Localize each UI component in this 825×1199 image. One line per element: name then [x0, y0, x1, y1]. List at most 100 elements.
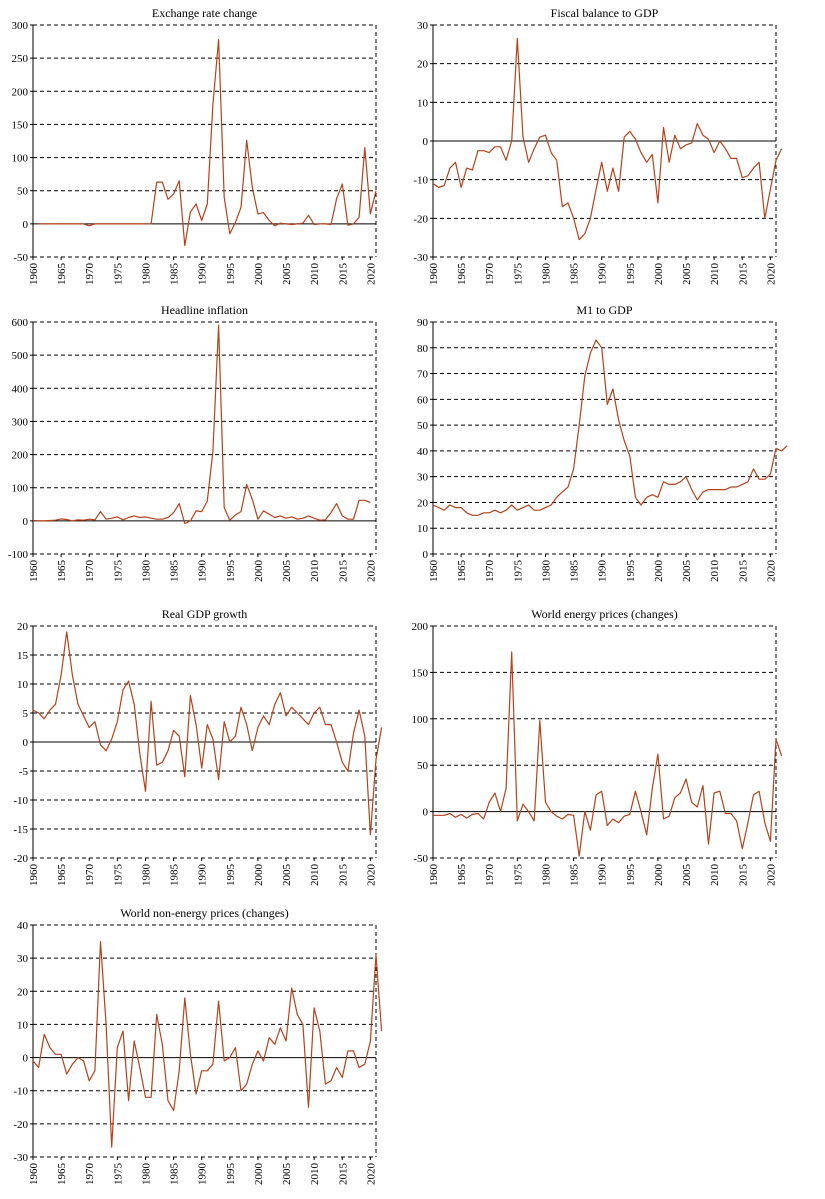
series-line — [38, 38, 377, 247]
y-tick-label: -50 — [13, 252, 28, 264]
x-tick-label: 1995 — [225, 1163, 237, 1186]
series-line — [32, 631, 383, 836]
y-tick-label: 250 — [12, 53, 29, 65]
x-tick-label: 1985 — [169, 864, 181, 887]
x-tick-label: 1975 — [512, 263, 524, 286]
y-tick-label: 10 — [17, 1019, 29, 1031]
x-tick-label: 2005 — [281, 1163, 293, 1186]
x-tick-label: 1970 — [484, 560, 496, 583]
y-tick-label: 0 — [23, 737, 29, 749]
x-tick-label: 1975 — [112, 864, 124, 887]
x-tick-label: 1965 — [456, 263, 468, 286]
y-tick-label: 80 — [417, 343, 429, 355]
y-tick-label: -30 — [13, 1152, 28, 1164]
x-tick-label: 2015 — [737, 864, 749, 887]
x-tick-label: 1960 — [28, 1163, 40, 1186]
y-tick-label: 0 — [423, 549, 429, 561]
x-tick-label: 1985 — [569, 560, 581, 583]
x-tick-label: 1975 — [512, 560, 524, 583]
x-tick-label: 2020 — [365, 263, 377, 286]
y-tick-label: 10 — [417, 523, 429, 535]
y-tick-label: 400 — [12, 383, 29, 395]
x-tick-label: 2020 — [365, 864, 377, 887]
x-tick-label: 1990 — [197, 1163, 209, 1186]
x-tick-label: 1975 — [112, 560, 124, 583]
x-tick-label: 2000 — [653, 864, 665, 887]
x-tick-label: 1995 — [625, 560, 637, 583]
x-tick-label: 2005 — [281, 864, 293, 887]
y-tick-label: 20 — [417, 497, 429, 509]
x-tick-label: 2020 — [765, 263, 777, 286]
x-tick-label: 2005 — [281, 560, 293, 583]
y-tick-label: 200 — [412, 621, 429, 633]
y-tick-label: 30 — [417, 472, 429, 484]
y-tick-label: 300 — [12, 416, 29, 428]
y-tick-label: 0 — [423, 136, 429, 148]
y-tick-label: 30 — [417, 20, 429, 32]
x-tick-label: 2020 — [365, 560, 377, 583]
y-tick-label: 100 — [412, 714, 429, 726]
x-tick-label: 1990 — [197, 263, 209, 286]
y-tick-label: -10 — [413, 175, 428, 187]
x-tick-label: 1985 — [169, 560, 181, 583]
x-tick-label: 1965 — [56, 864, 68, 887]
y-tick-label: 150 — [12, 119, 29, 131]
x-tick-label: 2020 — [765, 864, 777, 887]
x-tick-label: 1995 — [625, 864, 637, 887]
x-tick-label: 1960 — [428, 864, 440, 887]
y-tick-label: 100 — [12, 153, 29, 165]
x-tick-label: 1985 — [169, 1163, 181, 1186]
y-tick-label: 600 — [12, 317, 29, 329]
x-tick-label: 2010 — [309, 1163, 321, 1186]
x-tick-label: 1975 — [112, 1163, 124, 1186]
x-tick-label: 1970 — [84, 560, 96, 583]
x-tick-label: 1960 — [28, 864, 40, 887]
x-tick-label: 2010 — [309, 263, 321, 286]
x-tick-label: 1990 — [197, 864, 209, 887]
x-tick-label: 1980 — [540, 263, 552, 286]
chart-panel-4: M1 to GDP 0 10 20 30 40 50 60 70 80 90 1960 1965 1970… — [417, 303, 788, 583]
x-tick-label: 2010 — [709, 864, 721, 887]
x-tick-label: 1985 — [569, 263, 581, 286]
y-tick-label: 5 — [23, 708, 29, 720]
y-tick-label: 200 — [12, 450, 29, 462]
y-tick-label: 100 — [12, 483, 29, 495]
y-tick-label: 20 — [17, 621, 29, 633]
y-tick-label: 300 — [12, 20, 29, 32]
y-tick-label: 150 — [412, 667, 429, 679]
y-tick-label: 50 — [17, 186, 29, 198]
y-tick-label: -10 — [13, 1086, 28, 1098]
chart-panel-5: Real GDP growth -20 -15 -10 -5 0 5 10 15 20 1960 19… — [13, 607, 383, 887]
chart-title: World energy prices (changes) — [531, 607, 677, 621]
x-tick-label: 1980 — [540, 560, 552, 583]
y-tick-label: 0 — [23, 1053, 29, 1065]
series-line — [432, 37, 783, 241]
y-tick-label: -20 — [13, 1119, 28, 1131]
x-tick-label: 2015 — [737, 263, 749, 286]
y-tick-label: 10 — [17, 679, 29, 691]
chart-title: Fiscal balance to GDP — [551, 6, 659, 20]
series-line — [433, 651, 783, 857]
y-tick-label: -30 — [413, 252, 428, 264]
x-tick-label: 2015 — [337, 1163, 349, 1186]
x-tick-label: 2000 — [253, 263, 265, 286]
y-tick-label: 90 — [417, 317, 429, 329]
x-tick-label: 2010 — [309, 560, 321, 583]
x-tick-label: 1980 — [140, 560, 152, 583]
x-tick-label: 1985 — [169, 263, 181, 286]
x-tick-label: 2015 — [737, 560, 749, 583]
x-tick-label: 1965 — [456, 560, 468, 583]
x-tick-label: 2020 — [365, 1163, 377, 1186]
y-tick-label: 0 — [23, 516, 29, 528]
x-tick-label: 1980 — [140, 1163, 152, 1186]
x-tick-label: 1995 — [625, 263, 637, 286]
x-tick-label: 1970 — [484, 263, 496, 286]
y-tick-label: -100 — [8, 549, 29, 561]
y-tick-label: 50 — [417, 420, 429, 432]
x-tick-label: 1980 — [140, 864, 152, 887]
y-tick-label: 10 — [417, 97, 429, 109]
y-tick-label: -5 — [19, 766, 29, 778]
x-tick-label: 2000 — [653, 560, 665, 583]
x-tick-label: 1990 — [197, 560, 209, 583]
x-tick-label: 1970 — [84, 263, 96, 286]
